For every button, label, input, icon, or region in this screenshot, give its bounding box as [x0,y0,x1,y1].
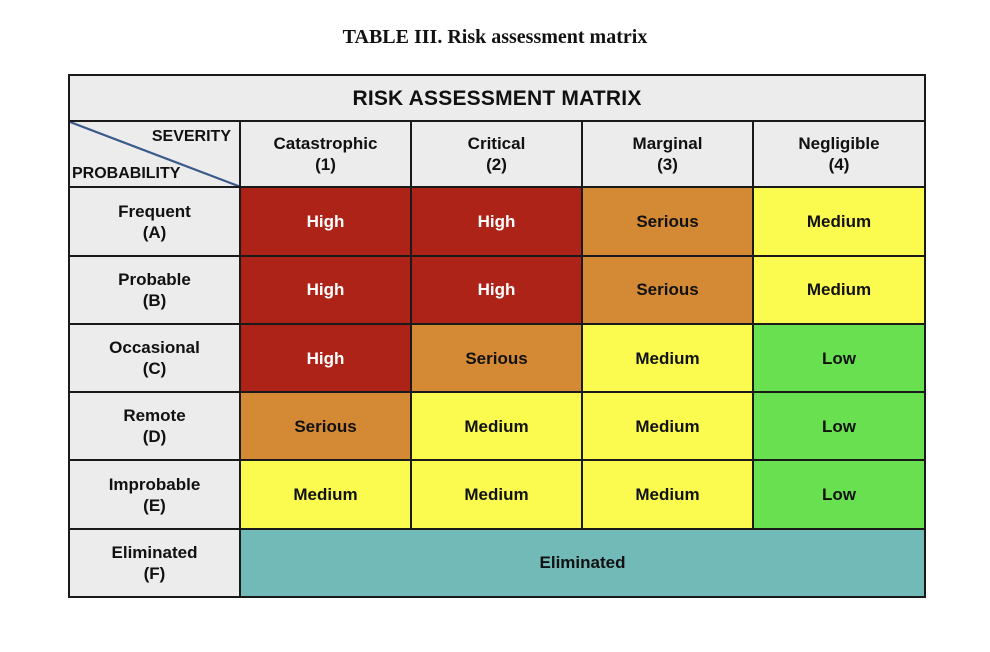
severity-label: SEVERITY [151,128,231,146]
severity-header-row: SEVERITY PROBABILITY Catastrophic (1) Cr… [68,120,926,189]
risk-cell: Medium [752,254,926,325]
col-header-catastrophic: Catastrophic (1) [239,120,412,189]
risk-cell: High [239,186,412,257]
row-header-code: (D) [142,427,167,447]
risk-cell: High [410,254,583,325]
matrix-title: RISK ASSESSMENT MATRIX [68,73,926,123]
row-header-name: Improbable [108,474,201,494]
risk-cell-eliminated: Eliminated [239,527,926,599]
risk-cell: Medium [752,186,926,257]
col-header-marginal: Marginal (3) [581,120,754,189]
row-header-code: (B) [142,290,167,310]
risk-cell: Medium [410,391,583,462]
risk-cell: High [239,254,412,325]
col-header-name: Critical [467,134,526,154]
row-header-name: Occasional [109,338,200,358]
row-header-name: Frequent [118,201,191,221]
row-header-code: (C) [142,359,167,379]
risk-cell: High [410,186,583,257]
probability-row-improbable: Improbable (E) Medium Medium Medium Low [68,459,926,530]
row-header-occasional: Occasional (C) [68,322,241,394]
col-header-code: (4) [828,155,850,175]
col-header-name: Negligible [798,134,880,154]
row-header-code: (E) [143,495,166,515]
matrix-title-row: RISK ASSESSMENT MATRIX [68,73,926,123]
probability-row-eliminated: Eliminated (F) Eliminated [68,527,926,599]
row-header-code: (F) [143,563,166,583]
row-header-probable: Probable (B) [68,254,241,325]
row-header-name: Remote [123,406,186,426]
col-header-name: Catastrophic [273,134,378,154]
row-header-improbable: Improbable (E) [68,459,241,530]
table-caption: TABLE III. Risk assessment matrix [342,26,648,48]
col-header-code: (3) [657,155,678,175]
row-header-frequent: Frequent (A) [68,186,241,257]
corner-header: SEVERITY PROBABILITY [68,120,241,189]
risk-cell: Serious [581,186,754,257]
risk-cell: Serious [239,391,412,462]
col-header-name: Marginal [632,134,703,154]
risk-matrix-table: RISK ASSESSMENT MATRIX SEVERITY PROBABIL… [68,73,926,599]
row-header-code: (A) [142,222,167,242]
probability-row-frequent: Frequent (A) High High Serious Medium [68,186,926,257]
risk-cell: Low [752,391,926,462]
col-header-code: (1) [315,155,336,175]
risk-cell: Serious [581,254,754,325]
risk-cell: Medium [581,322,754,394]
col-header-critical: Critical (2) [410,120,583,189]
col-header-negligible: Negligible (4) [752,120,926,189]
probability-row-remote: Remote (D) Serious Medium Medium Low [68,391,926,462]
probability-row-probable: Probable (B) High High Serious Medium [68,254,926,325]
row-header-remote: Remote (D) [68,391,241,462]
risk-cell: Medium [581,391,754,462]
risk-cell: Serious [410,322,583,394]
risk-cell: Medium [581,459,754,530]
probability-row-occasional: Occasional (C) High Serious Medium Low [68,322,926,394]
probability-label: PROBABILITY [72,165,181,183]
row-header-eliminated: Eliminated (F) [68,527,241,599]
diagonal-divider [70,122,239,186]
risk-cell: Low [752,459,926,530]
col-header-code: (2) [486,155,507,175]
risk-cell: High [239,322,412,394]
row-header-name: Eliminated [111,542,198,562]
risk-cell: Medium [239,459,412,530]
risk-cell: Low [752,322,926,394]
row-header-name: Probable [118,269,191,289]
risk-cell: Medium [410,459,583,530]
